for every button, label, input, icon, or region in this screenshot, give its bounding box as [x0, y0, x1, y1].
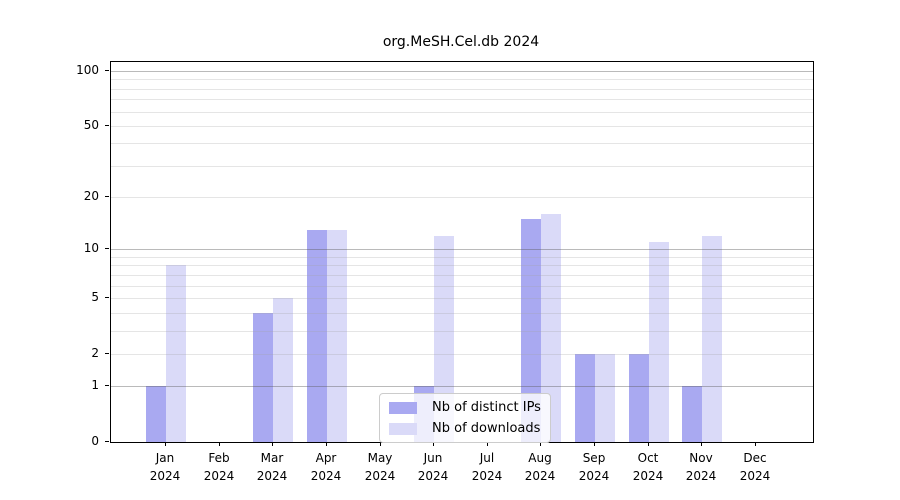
bar-distinct-ips — [253, 312, 274, 442]
chart-title: org.MeSH.Cel.db 2024 — [382, 34, 540, 50]
minor-gridline — [111, 197, 813, 199]
minor-gridline — [111, 99, 813, 101]
x-tick — [594, 442, 595, 446]
minor-gridline — [111, 330, 813, 332]
bar-distinct-ips — [521, 219, 542, 442]
x-tick-label: Oct 2024 — [632, 451, 664, 483]
x-tick — [165, 442, 166, 446]
y-tick-label: 1 — [91, 378, 99, 392]
minor-gridline — [111, 79, 813, 81]
minor-gridline — [111, 256, 813, 258]
legend-label-distinct-ips: Nb of distinct IPs — [432, 400, 541, 415]
legend-swatch-distinct-ips — [389, 401, 417, 414]
minor-gridline — [111, 265, 813, 267]
x-tick — [648, 442, 649, 446]
x-tick-label: Aug 2024 — [524, 451, 556, 483]
minor-gridline — [111, 143, 813, 145]
y-tick-label: 100 — [76, 63, 99, 77]
major-gridline — [111, 249, 813, 251]
legend-item-distinct-ips: Nb of distinct IPs — [389, 399, 541, 416]
x-tick — [380, 442, 381, 446]
bar-distinct-ips — [575, 353, 596, 442]
x-tick-label: May 2024 — [364, 451, 396, 483]
major-gridline — [111, 71, 813, 72]
y-tick-label: 5 — [91, 290, 99, 304]
y-tick — [105, 125, 109, 126]
bar-downloads — [541, 214, 562, 442]
y-tick-label: 50 — [83, 118, 99, 132]
y-tick-label: 2 — [91, 346, 99, 360]
major-gridline — [111, 386, 813, 388]
legend: Nb of distinct IPs Nb of downloads — [379, 393, 551, 443]
y-tick — [105, 441, 109, 442]
x-tick — [272, 442, 273, 446]
y-tick-label: 10 — [83, 241, 99, 255]
x-tick-label: Nov 2024 — [685, 451, 717, 483]
x-tick — [701, 442, 702, 446]
bar-downloads — [166, 265, 186, 442]
y-tick — [105, 385, 109, 386]
plot-area: Nb of distinct IPs Nb of downloads — [110, 61, 814, 443]
x-tick-label: Jun 2024 — [417, 451, 449, 483]
minor-gridline — [111, 125, 813, 127]
x-tick-label: Jan 2024 — [149, 451, 181, 483]
bar-downloads — [273, 297, 294, 442]
x-tick — [755, 442, 756, 446]
x-tick-label: Mar 2024 — [256, 451, 288, 483]
y-tick-label: 0 — [91, 434, 99, 448]
x-tick-label: Dec 2024 — [739, 451, 771, 483]
x-tick-label: Feb 2024 — [203, 451, 235, 483]
bar-downloads — [434, 235, 455, 442]
x-tick-label: Jul 2024 — [471, 451, 503, 483]
y-tick-label: 20 — [83, 189, 99, 203]
x-tick — [540, 442, 541, 446]
bar-distinct-ips — [682, 386, 703, 442]
bar-distinct-ips — [146, 386, 166, 442]
x-tick-label: Sep 2024 — [578, 451, 610, 483]
minor-gridline — [111, 111, 813, 113]
y-tick — [105, 353, 109, 354]
x-tick — [487, 442, 488, 446]
legend-swatch-downloads — [389, 422, 417, 435]
y-tick — [105, 297, 109, 298]
y-tick — [105, 248, 109, 249]
x-tick — [433, 442, 434, 446]
x-tick-label: Apr 2024 — [310, 451, 342, 483]
bar-distinct-ips — [628, 353, 649, 442]
minor-gridline — [111, 165, 813, 167]
x-tick — [219, 442, 220, 446]
legend-item-downloads: Nb of downloads — [389, 420, 541, 437]
minor-gridline — [111, 88, 813, 90]
y-tick — [105, 196, 109, 197]
legend-label-downloads: Nb of downloads — [432, 421, 541, 436]
y-tick — [105, 70, 109, 71]
bar-distinct-ips — [306, 229, 327, 442]
minor-gridline — [111, 312, 813, 314]
minor-gridline — [111, 297, 813, 299]
minor-gridline — [111, 274, 813, 276]
bar-downloads — [702, 235, 723, 442]
minor-gridline — [111, 353, 813, 355]
x-tick — [326, 442, 327, 446]
bar-downloads — [648, 242, 669, 442]
bar-downloads — [326, 229, 347, 442]
bar-downloads — [595, 353, 616, 442]
minor-gridline — [111, 285, 813, 287]
